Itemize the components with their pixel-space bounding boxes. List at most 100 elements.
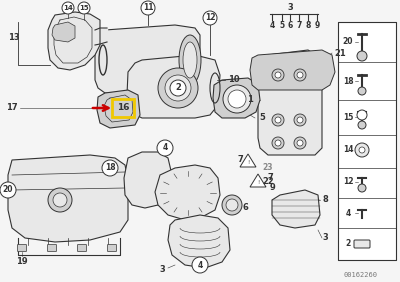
Text: 20: 20 [3, 186, 13, 195]
Circle shape [358, 87, 366, 95]
Polygon shape [213, 78, 260, 118]
Circle shape [275, 140, 281, 146]
Polygon shape [95, 25, 200, 93]
Polygon shape [52, 22, 75, 42]
Polygon shape [155, 165, 220, 220]
Text: 23: 23 [263, 164, 273, 173]
Text: 7: 7 [237, 155, 243, 164]
Circle shape [275, 117, 281, 123]
Circle shape [358, 121, 366, 129]
Text: 1: 1 [247, 96, 253, 105]
Circle shape [294, 69, 306, 81]
Text: 10: 10 [228, 76, 240, 85]
Circle shape [357, 110, 367, 120]
Polygon shape [258, 50, 322, 155]
Circle shape [158, 68, 198, 108]
Ellipse shape [183, 42, 197, 78]
Text: 22: 22 [262, 177, 274, 186]
Text: 12: 12 [343, 177, 353, 186]
Text: 00162260: 00162260 [343, 272, 377, 278]
Circle shape [297, 117, 303, 123]
Text: 14: 14 [63, 5, 73, 11]
Circle shape [170, 80, 186, 96]
Circle shape [272, 137, 284, 149]
Text: 5: 5 [280, 21, 284, 30]
Circle shape [297, 140, 303, 146]
Circle shape [165, 75, 191, 101]
Text: !: ! [247, 160, 249, 164]
Polygon shape [240, 154, 256, 167]
Polygon shape [127, 55, 220, 118]
Text: 17: 17 [6, 103, 18, 113]
Text: 11: 11 [143, 3, 153, 12]
Circle shape [141, 1, 155, 15]
Text: 13: 13 [8, 34, 20, 43]
Text: !: ! [257, 180, 259, 184]
Circle shape [294, 114, 306, 126]
Text: 19: 19 [16, 257, 28, 266]
Text: 4: 4 [162, 144, 168, 153]
Polygon shape [8, 155, 128, 242]
FancyBboxPatch shape [338, 22, 396, 260]
Text: 12: 12 [205, 14, 215, 23]
Circle shape [192, 257, 208, 273]
Circle shape [355, 143, 369, 157]
Text: 5: 5 [259, 113, 265, 122]
Circle shape [0, 182, 16, 198]
Text: 2: 2 [345, 239, 351, 248]
Text: 8: 8 [305, 21, 311, 30]
Polygon shape [168, 215, 230, 268]
Polygon shape [124, 152, 172, 208]
Ellipse shape [179, 35, 201, 85]
Text: 9: 9 [269, 184, 275, 193]
Polygon shape [250, 174, 266, 187]
FancyBboxPatch shape [48, 244, 56, 252]
Text: 7: 7 [267, 173, 273, 182]
Text: 2: 2 [175, 83, 181, 92]
Polygon shape [272, 190, 320, 228]
FancyBboxPatch shape [78, 244, 86, 252]
Text: 15: 15 [79, 5, 89, 11]
Text: 18: 18 [343, 76, 353, 85]
Text: 16: 16 [117, 103, 129, 113]
Text: 4: 4 [269, 21, 275, 30]
Circle shape [102, 160, 118, 176]
Circle shape [297, 72, 303, 78]
Text: 3: 3 [322, 233, 328, 243]
Text: 20: 20 [343, 38, 353, 47]
Circle shape [157, 140, 173, 156]
Circle shape [48, 188, 72, 212]
Text: 6: 6 [242, 204, 248, 213]
Text: 6: 6 [287, 21, 293, 30]
Circle shape [228, 90, 246, 108]
Text: 14: 14 [343, 146, 353, 155]
Circle shape [62, 2, 74, 14]
Circle shape [53, 193, 67, 207]
Polygon shape [250, 50, 335, 90]
Polygon shape [48, 12, 100, 70]
Text: 18: 18 [105, 164, 115, 173]
Text: 15: 15 [343, 113, 353, 122]
Circle shape [272, 69, 284, 81]
Circle shape [357, 51, 367, 61]
Text: 3: 3 [159, 265, 165, 274]
Text: 21: 21 [334, 49, 346, 58]
Text: 8: 8 [322, 195, 328, 204]
Text: 4: 4 [345, 208, 351, 217]
Circle shape [358, 184, 366, 192]
Circle shape [272, 114, 284, 126]
Circle shape [222, 195, 242, 215]
Circle shape [223, 85, 251, 113]
Circle shape [294, 137, 306, 149]
Text: 7: 7 [296, 21, 302, 30]
FancyBboxPatch shape [108, 244, 116, 252]
FancyBboxPatch shape [354, 240, 370, 248]
Text: 3: 3 [287, 3, 293, 12]
Circle shape [359, 147, 365, 153]
Circle shape [203, 11, 217, 25]
Circle shape [226, 199, 238, 211]
Polygon shape [97, 90, 140, 128]
Circle shape [78, 2, 90, 14]
Text: 4: 4 [197, 261, 203, 270]
Text: 9: 9 [314, 21, 320, 30]
